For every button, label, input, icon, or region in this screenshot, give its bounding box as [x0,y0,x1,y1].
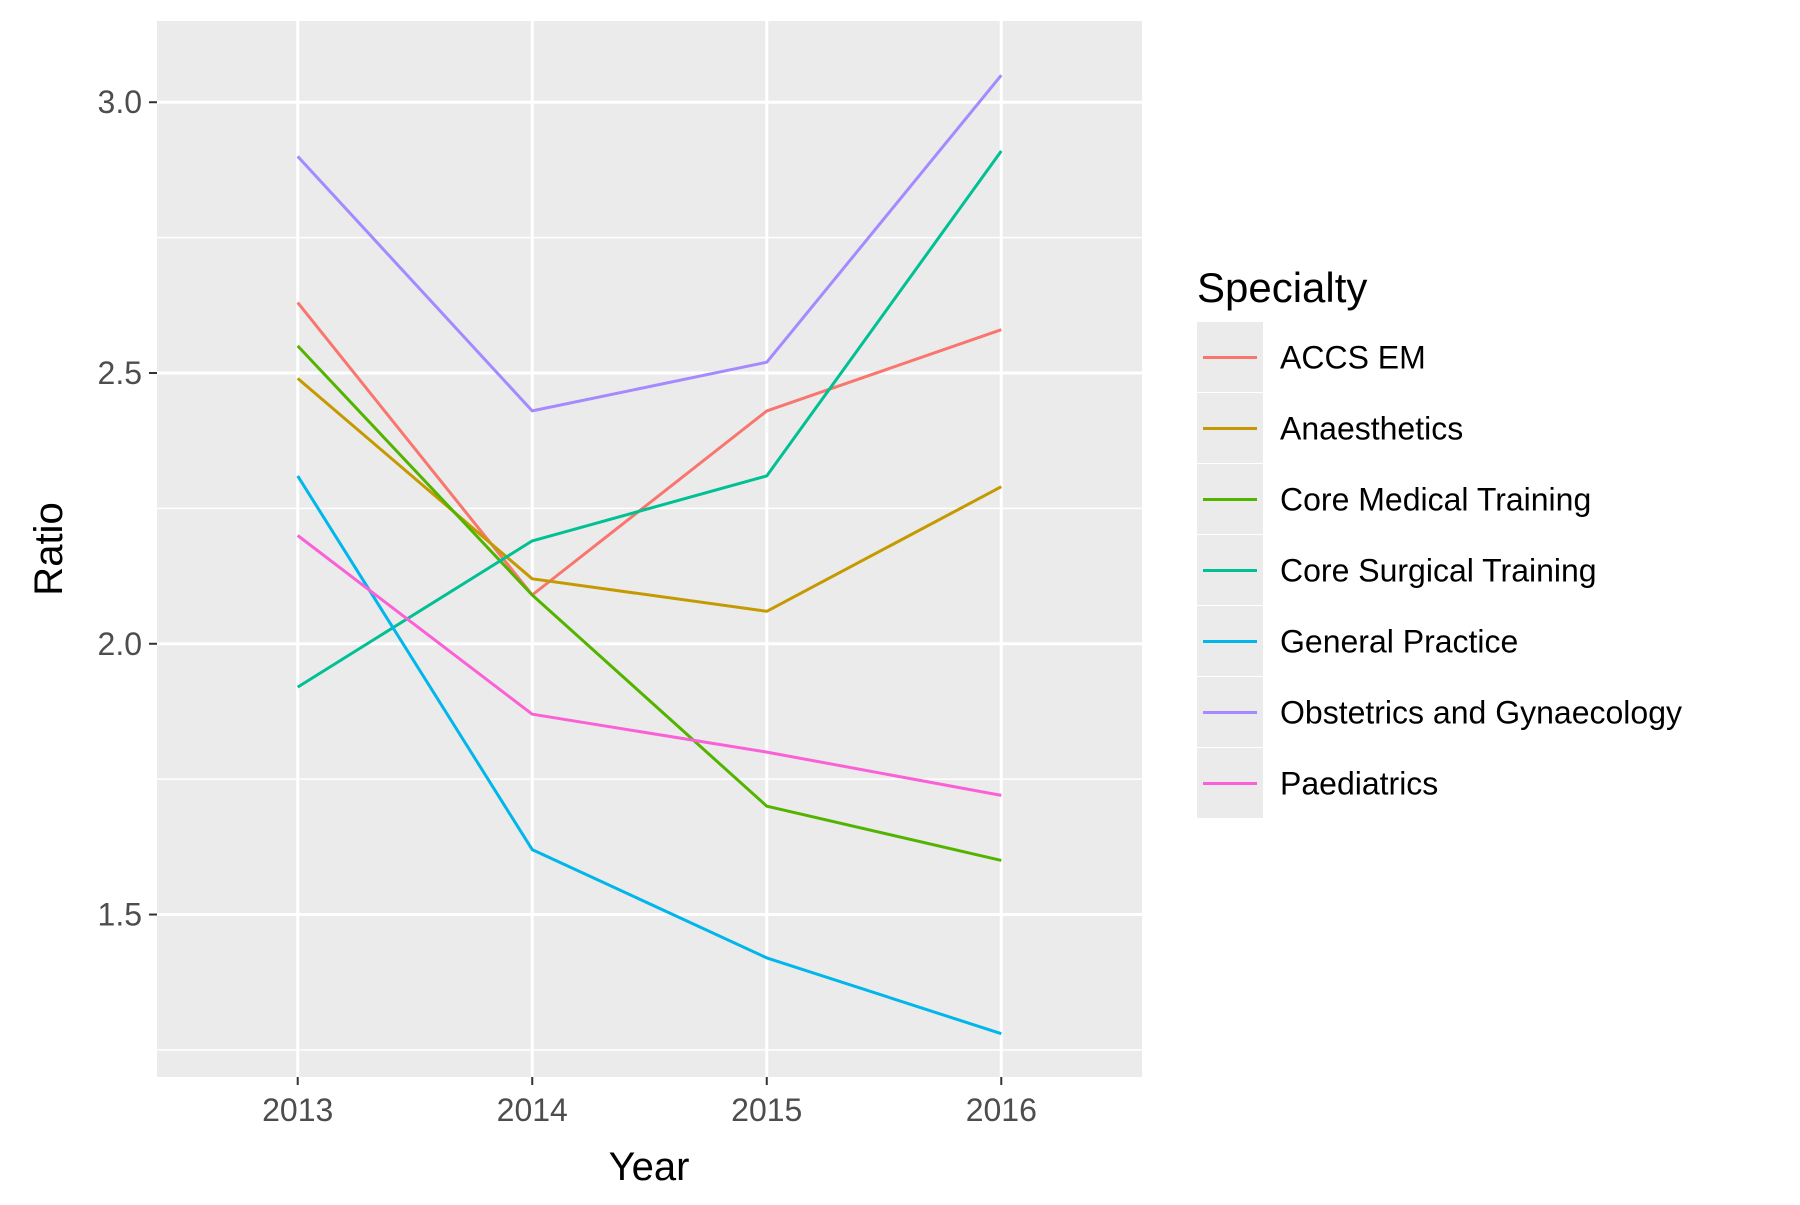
legend-label: Core Medical Training [1280,482,1591,518]
legend-label: ACCS EM [1280,340,1426,376]
x-tick-label: 2013 [262,1092,333,1128]
plot-panel [157,21,1142,1077]
legend-label: Paediatrics [1280,766,1438,802]
y-tick-label: 2.0 [98,626,142,662]
y-axis-title: Ratio [27,502,71,595]
y-tick-label: 3.0 [98,84,142,120]
x-tick-label: 2016 [966,1092,1037,1128]
y-tick-label: 2.5 [98,355,142,391]
x-tick-label: 2014 [497,1092,568,1128]
legend-label: Anaesthetics [1280,411,1463,447]
series-line [296,150,1003,689]
x-tick-label: 2015 [731,1092,802,1128]
series-line [296,344,1002,862]
legend-label: Core Surgical Training [1280,553,1597,589]
legend-label: Obstetrics and Gynaecology [1280,695,1682,731]
y-tick-label: 1.5 [98,897,142,933]
legend-label: General Practice [1280,624,1518,660]
legend: Specialty ACCS EM Anaesthetics Core Medica… [1197,264,1682,818]
series-line [296,475,1002,1036]
series-line [296,534,1002,797]
y-axis: 1.5 2.0 2.5 3.0 [98,84,157,933]
series-line [296,377,1003,613]
series-line [296,74,1003,413]
x-axis-title: Year [609,1145,690,1189]
legend-title: Specialty [1197,264,1367,311]
x-axis: 2013 2014 2015 2016 [262,1077,1037,1128]
series-lines [296,74,1003,1036]
series-line [296,301,1002,597]
